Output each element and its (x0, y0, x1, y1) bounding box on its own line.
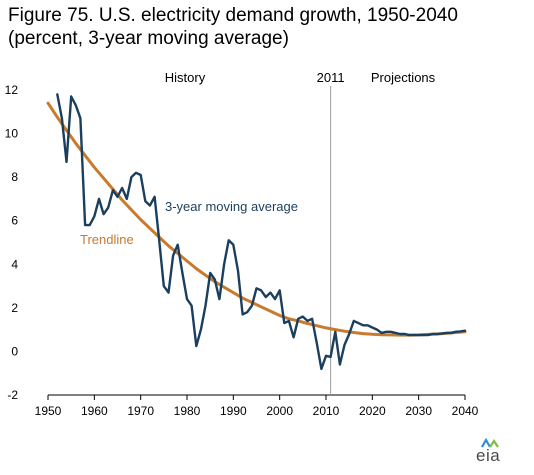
chart-subtitle: (percent, 3-year moving average) (8, 28, 289, 49)
chart-title-block: Figure 75. U.S. electricity demand growt… (8, 4, 458, 50)
year-divider: 2011 History Projections (165, 70, 436, 395)
moving-average-series (56, 93, 467, 371)
x-tick-label: 2040 (452, 404, 479, 418)
chart-annotations: 3-year moving average Trendline (80, 199, 298, 247)
y-tick-label: 8 (11, 170, 18, 184)
x-tick-label: 1970 (127, 404, 154, 418)
x-tick-label: 2020 (359, 404, 386, 418)
chart-title: Figure 75. U.S. electricity demand growt… (8, 5, 458, 26)
eia-logo-text: eia (476, 446, 501, 465)
chart-series (46, 93, 467, 371)
x-tick-label: 1990 (220, 404, 247, 418)
trendline-series (46, 101, 467, 337)
y-tick-label: -2 (7, 388, 18, 402)
x-tick-label: 1950 (35, 404, 62, 418)
x-tick-label: 2030 (405, 404, 432, 418)
y-tick-label: 10 (5, 127, 19, 141)
y-tick-label: 2 (11, 301, 18, 315)
y-tick-label: 12 (5, 83, 19, 97)
eia-logo-icon (481, 437, 499, 448)
y-tick-label: 6 (11, 214, 18, 228)
projections-label: Projections (371, 70, 436, 85)
y-tick-label: 4 (11, 257, 18, 271)
divider-year-label: 2011 (317, 70, 345, 85)
y-tick-label: 0 (11, 344, 18, 358)
history-label: History (165, 70, 206, 85)
chart-axes: 1950 1960 1970 1980 1990 2000 2010 2020 2030 2040… (5, 83, 479, 418)
x-tick-label: 1980 (174, 404, 201, 418)
x-tick-label: 2010 (313, 404, 340, 418)
x-tick-label: 2000 (266, 404, 293, 418)
moving-average-annotation: 3-year moving average (165, 199, 298, 214)
trendline-annotation: Trendline (80, 232, 134, 247)
x-tick-label: 1960 (81, 404, 108, 418)
